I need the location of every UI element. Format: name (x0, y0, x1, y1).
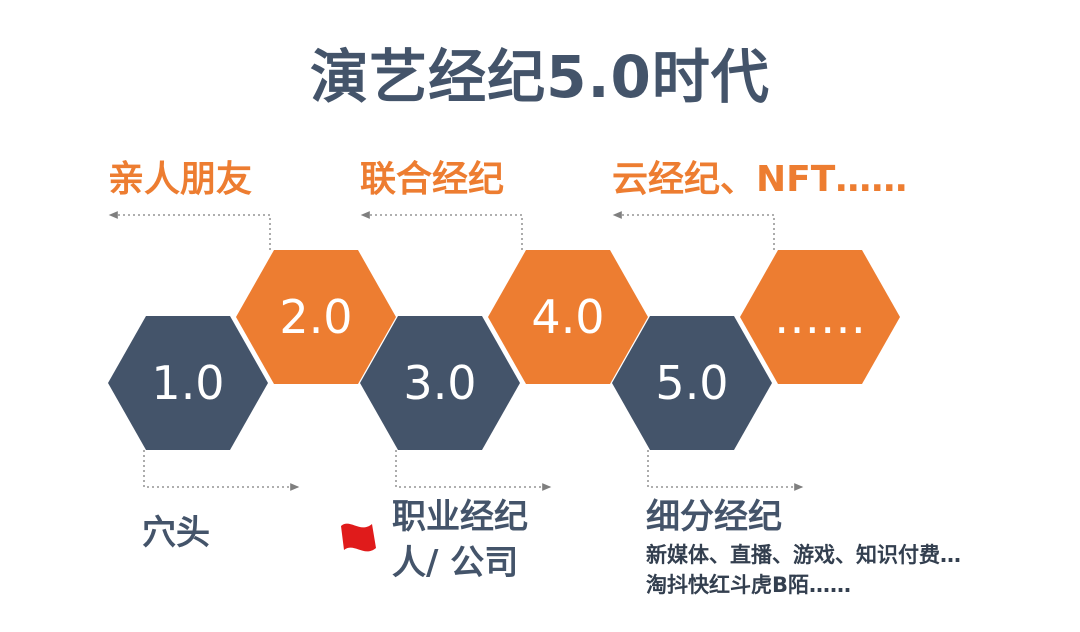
hexagon-label-stage-5: 5.0 (655, 356, 728, 410)
label-stage-3-line-2: 人/ 公司 (392, 543, 519, 583)
page-title: 演艺经纪5.0时代 (310, 43, 770, 111)
hexagon-label-stage-4: 4.0 (531, 290, 604, 344)
red-flag-icon (341, 523, 376, 552)
hexagon-stage-6: …… (740, 250, 900, 384)
connector-arrow-2 (108, 211, 271, 250)
label-stage-5-title: 细分经纪 (646, 497, 782, 537)
bottom-connectors (143, 450, 804, 491)
hexagon-stage-3: 3.0 (360, 316, 520, 450)
label-stage-1: 穴头 (142, 513, 210, 553)
hexagon-label-stage-6: …… (774, 290, 866, 344)
top-connectors (108, 211, 775, 250)
hexagon-label-stage-3: 3.0 (403, 356, 476, 410)
label-stage-4: 联合经纪 (360, 159, 505, 200)
hexagon-stage-4: 4.0 (488, 250, 648, 384)
connector-arrow-3 (395, 450, 552, 491)
connector-arrow-4 (360, 211, 523, 250)
label-stage-6: 云经纪、NFT…… (612, 159, 908, 200)
hexagon-label-stage-2: 2.0 (279, 290, 352, 344)
label-stage-2: 亲人朋友 (108, 159, 253, 200)
connector-arrow-6 (612, 211, 775, 250)
connector-arrow-5 (647, 450, 804, 491)
hexagon-stage-5: 5.0 (612, 316, 772, 450)
hexagon-stage-2: 2.0 (236, 250, 396, 384)
label-stage-3-line-1: 职业经纪 (392, 497, 528, 537)
label-stage-5-detail-1: 新媒体、直播、游戏、知识付费… (646, 543, 961, 567)
label-stage-5-detail-2: 淘抖快红斗虎B陌…… (646, 573, 852, 597)
hexagon-label-stage-1: 1.0 (151, 356, 224, 410)
connector-arrow-1 (143, 450, 300, 491)
hexagon-stage-1: 1.0 (108, 316, 268, 450)
